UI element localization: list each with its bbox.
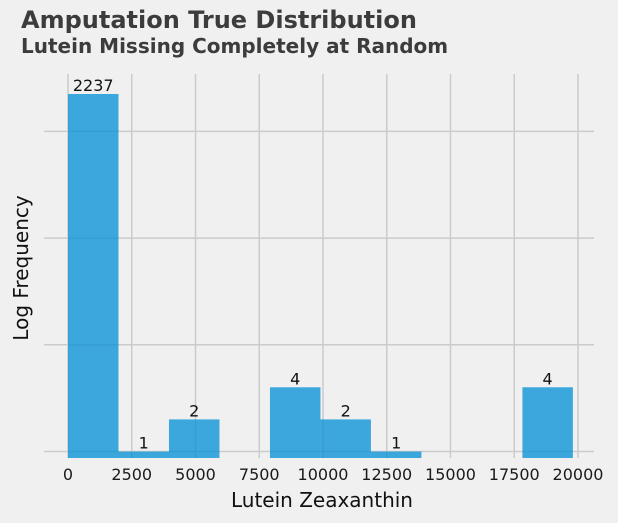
bar-value-label: 4 (290, 369, 300, 388)
bar-value-label: 2237 (73, 76, 114, 95)
x-tick-label: 17500 (489, 465, 540, 484)
chart-title: Amputation True Distribution (21, 6, 417, 34)
bars (68, 94, 573, 458)
histogram-bar (269, 387, 321, 458)
histogram-bar (168, 419, 220, 458)
x-tick-label: 7500 (239, 465, 280, 484)
grid (44, 74, 594, 458)
histogram-bar (522, 387, 573, 458)
x-tick-label: 5000 (175, 465, 216, 484)
x-axis-label: Lutein Zeaxanthin (231, 488, 413, 512)
bar-value-label: 2 (341, 401, 351, 420)
x-tick-label: 2500 (111, 465, 152, 484)
bar-value-label: 1 (391, 434, 401, 453)
histogram-bar (68, 94, 119, 458)
y-axis-label: Log Frequency (9, 195, 33, 341)
histogram-bar (370, 451, 422, 458)
x-axis-ticks: 0 2500 5000 7500 10000 12500 15000 17500 20000 (63, 465, 604, 484)
x-tick-label: 10000 (298, 465, 349, 484)
histogram-bar (320, 419, 371, 458)
bar-value-label: 1 (139, 434, 149, 453)
bar-value-label: 2 (189, 401, 199, 420)
x-tick-label: 12500 (361, 465, 412, 484)
bar-labels: 2237 1 2 4 2 1 4 (73, 76, 553, 453)
bar-value-label: 4 (543, 369, 553, 388)
x-tick-label: 0 (63, 465, 73, 484)
histogram-bar (118, 451, 169, 458)
chart-subtitle: Lutein Missing Completely at Random (21, 34, 449, 58)
x-tick-label: 20000 (553, 465, 604, 484)
x-tick-label: 15000 (425, 465, 476, 484)
